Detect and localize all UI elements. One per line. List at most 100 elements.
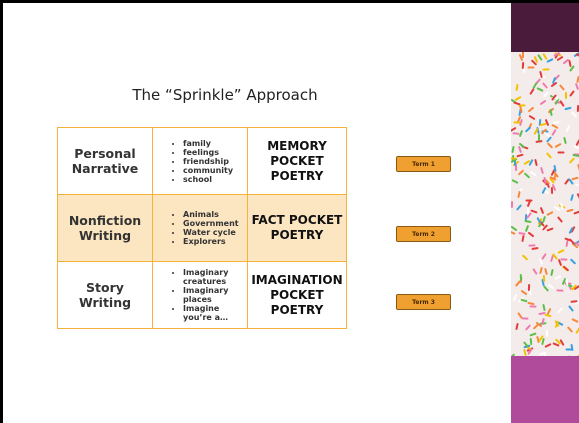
table-row: Story WritingImaginary creaturesImaginar… [57,261,347,329]
sprinkle [552,121,560,125]
sprinkle [539,267,544,275]
sprinkle [527,66,535,69]
sprinkle [539,70,544,78]
sprinkle [570,111,577,118]
sprinkle [520,235,525,243]
topic-item: school [183,175,247,184]
sprinkle [519,129,524,138]
sprinkle [511,225,518,232]
topic-item: friendship [183,157,247,166]
sprinkle [524,126,532,134]
sprinkle [542,52,548,60]
term-button[interactable]: Term 1 [396,156,451,172]
sprinkle [553,164,557,172]
topic-item: Government [183,219,247,228]
sprinkle [532,323,540,330]
sprinkle [538,133,541,141]
sprinkle [551,128,557,136]
poetry-cell: IMAGINATION POCKET POETRY [247,261,347,329]
sprinkle [511,178,519,184]
sprinkle [554,274,562,280]
sprinkle [513,121,521,124]
sprinkle [541,337,546,345]
sprinkle [559,338,565,346]
sprinkle [515,322,519,331]
sprinkle [540,99,547,105]
sprinkles-image [511,0,579,423]
sprinkle [536,86,545,92]
sprinkle [513,101,521,106]
sprinkle [532,268,539,276]
term-button[interactable]: Term 3 [396,294,451,310]
sprinkle [541,82,548,90]
sprinkle [524,220,532,224]
sprinkle [557,249,565,255]
sprinkle [516,153,524,158]
topic-item: Animals [183,210,247,219]
sprinkle [573,210,579,216]
sprinkle [543,267,548,275]
frame [0,0,579,3]
sprinkle [529,88,535,96]
sprinkle [539,206,545,215]
sprinkle [556,216,563,224]
sprinkle [566,325,573,333]
topic-item: Imaginary places [183,286,247,304]
side-band [511,0,579,52]
genre-cell: Nonfiction Writing [57,194,153,262]
topics-cell: Imaginary creaturesImaginary placesImagi… [152,261,248,329]
sprinkle [565,240,569,248]
sprinkle [560,257,568,261]
topics-cell: familyfeelingsfriendshipcommunityschool [152,127,248,195]
sprinkle [556,307,564,314]
sprinkle [511,145,515,154]
sprinkle [526,207,529,215]
sprinkle [574,52,579,58]
sprinkle [519,298,528,303]
sprinkle [571,317,579,323]
sprinkle [528,244,536,247]
sprinkle [568,90,575,97]
sprinkle [529,338,533,346]
sprinkle [531,247,540,251]
sprinkle [515,83,519,92]
sprinkle [542,68,550,71]
sprinkle [514,95,522,101]
sprinkle [539,122,547,127]
sprinkle [545,330,548,338]
topic-item: Imagine you’re a… [183,304,247,322]
sprinkle [559,99,565,107]
topic-item: community [183,166,247,175]
term-button[interactable]: Term 2 [396,226,451,242]
poetry-cell: MEMORY POCKET POETRY [247,127,347,195]
sprinkle [556,289,564,292]
sprinkle [562,265,570,272]
sprinkle [526,301,535,305]
sprinkle [523,172,530,179]
sprinkle [566,208,574,212]
topic-list: AnimalsGovernmentWater cycleExplorers [153,210,247,246]
sprinkle [546,227,554,232]
sprinkle [558,83,565,91]
table: Personal Narrativefamilyfeelingsfriendsh… [57,127,347,329]
poetry-cell: FACT POCKET POETRY [247,194,347,262]
sprinkle [529,170,536,177]
topic-item: Explorers [183,237,247,246]
table-row: Nonfiction WritingAnimalsGovernmentWater… [57,194,347,262]
sprinkle [529,305,537,308]
sprinkle [543,131,551,138]
sprinkle [534,158,538,166]
sprinkle [575,326,579,334]
sprinkle [516,204,523,211]
sprinkle [570,194,575,202]
sprinkle [542,91,550,99]
sprinkle [547,283,555,290]
sprinkle [527,106,534,113]
sprinkle [542,215,547,224]
slide-title: The “Sprinkle” Approach [132,86,318,104]
sprinkle [541,253,548,261]
sprinkle [554,142,562,148]
topic-item: family [183,139,247,148]
sprinkle [571,176,579,181]
